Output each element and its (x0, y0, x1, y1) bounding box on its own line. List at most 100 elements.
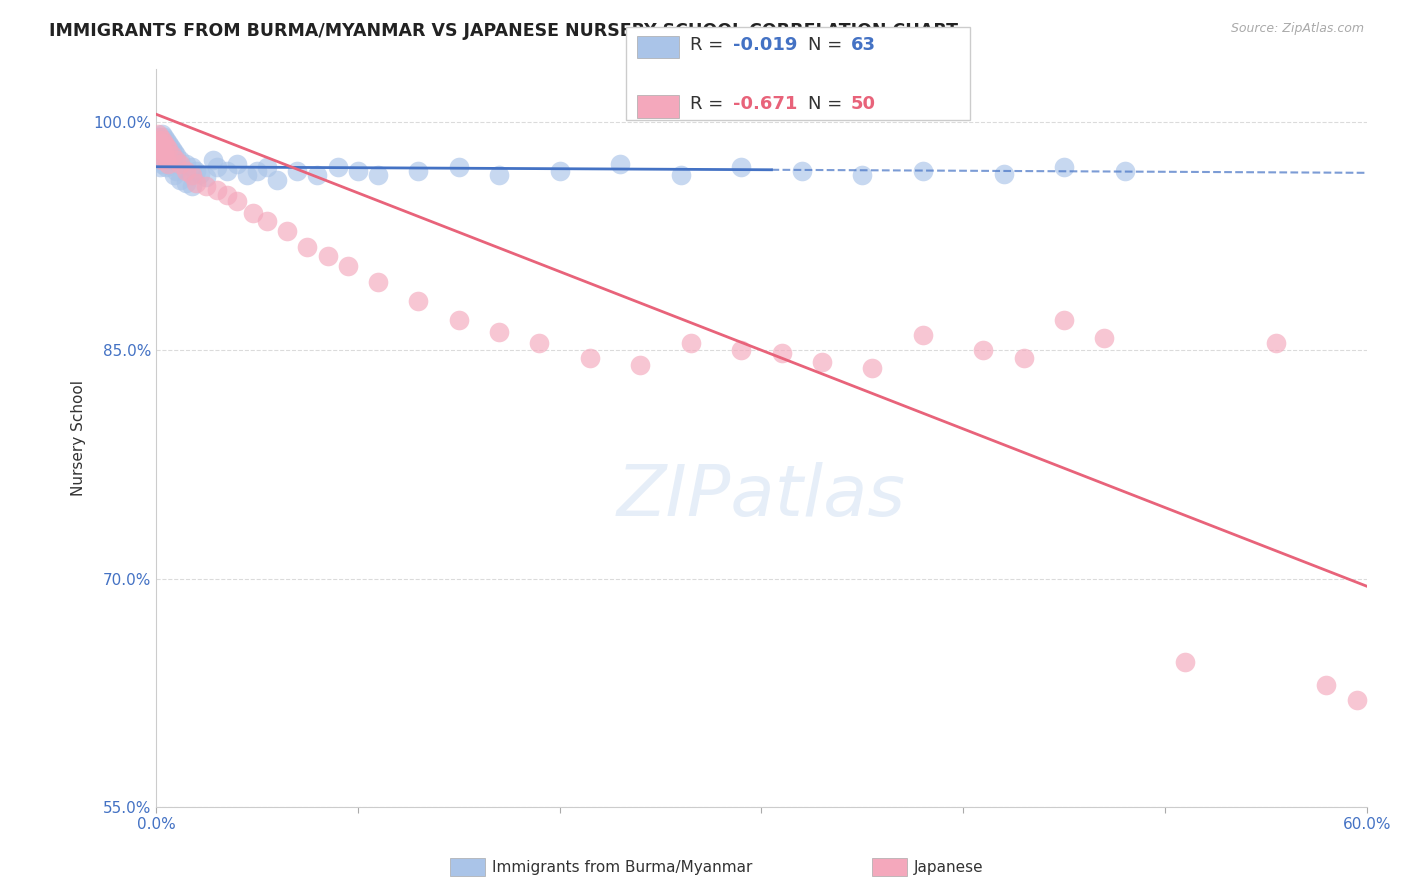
Point (160, 154, 183, 169)
Point (155, 139, 177, 153)
Point (488, 325, 510, 339)
Point (195, 169, 218, 184)
Point (153, 136, 176, 150)
Point (215, 163, 238, 178)
Point (488, 168, 510, 182)
Point (176, 163, 198, 178)
Text: N =: N = (808, 95, 848, 113)
Point (1053, 161, 1076, 175)
Point (242, 206, 264, 220)
Point (169, 172, 191, 186)
Point (628, 359, 651, 373)
Text: Japanese: Japanese (914, 860, 984, 875)
Point (155, 133, 177, 147)
Point (157, 148, 180, 162)
Point (860, 361, 883, 376)
Point (150, 127, 173, 141)
Point (246, 163, 269, 178)
Point (150, 153, 173, 167)
Point (149, 130, 172, 145)
Point (447, 312, 470, 326)
Text: R =: R = (690, 36, 730, 54)
Point (911, 328, 934, 343)
Point (201, 153, 224, 167)
Point (155, 152, 177, 166)
Point (159, 139, 181, 153)
Point (160, 142, 183, 156)
Point (367, 275, 389, 289)
Text: N =: N = (808, 36, 848, 54)
Point (1315, 678, 1337, 692)
Point (155, 161, 177, 175)
Point (150, 133, 173, 147)
Point (1094, 331, 1116, 345)
Point (911, 163, 934, 178)
Point (146, 133, 169, 147)
Point (190, 167, 212, 181)
Point (447, 161, 470, 175)
Point (297, 240, 319, 254)
Point (165, 153, 187, 167)
Point (1265, 335, 1288, 350)
Point (770, 346, 793, 360)
Point (408, 294, 430, 309)
Point (149, 148, 172, 162)
Point (609, 157, 631, 171)
Point (225, 194, 247, 208)
Point (163, 145, 186, 160)
Point (146, 137, 169, 152)
Point (146, 153, 169, 167)
Point (163, 168, 186, 182)
Point (149, 133, 172, 147)
Point (149, 137, 172, 152)
Point (256, 214, 278, 228)
Point (347, 163, 370, 178)
Point (236, 168, 259, 182)
Point (276, 224, 298, 238)
Point (165, 163, 187, 178)
Point (205, 183, 228, 197)
Point (548, 163, 571, 178)
Point (730, 343, 752, 358)
Point (529, 335, 551, 350)
Point (150, 157, 173, 171)
Point (153, 130, 176, 145)
Point (149, 141, 172, 155)
Text: 63: 63 (851, 36, 876, 54)
Point (256, 161, 278, 175)
Point (811, 355, 834, 369)
Point (186, 176, 208, 190)
Text: 50: 50 (851, 95, 876, 113)
Point (972, 343, 994, 358)
Point (146, 130, 169, 145)
Point (326, 161, 349, 175)
Point (146, 127, 169, 141)
Point (146, 142, 169, 156)
Point (851, 168, 873, 182)
Point (579, 351, 602, 365)
Point (1053, 312, 1076, 326)
Point (146, 145, 169, 160)
Point (669, 168, 692, 182)
Point (266, 172, 288, 186)
Point (1174, 656, 1197, 670)
Point (215, 187, 238, 202)
Point (169, 153, 191, 167)
Point (790, 163, 813, 178)
Point (307, 168, 329, 182)
Point (149, 148, 172, 162)
Point (157, 136, 180, 150)
Text: -0.019: -0.019 (733, 36, 797, 54)
Point (176, 176, 198, 190)
Point (285, 163, 308, 178)
Text: ZIPatlas: ZIPatlas (617, 462, 905, 532)
Point (367, 168, 389, 182)
Point (408, 163, 430, 178)
Point (1346, 693, 1368, 707)
Point (155, 145, 177, 160)
Point (159, 152, 181, 166)
Point (679, 335, 702, 350)
Point (181, 168, 204, 182)
Point (1114, 163, 1136, 178)
Point (176, 157, 198, 171)
